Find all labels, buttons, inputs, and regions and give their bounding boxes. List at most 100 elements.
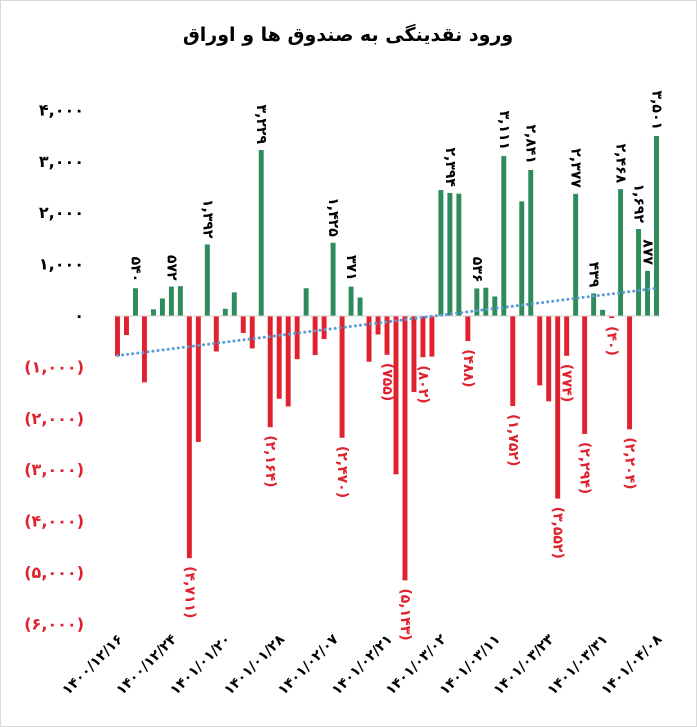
data-label: ۵۴۰ <box>127 257 143 283</box>
bar <box>168 286 174 316</box>
data-label: ۲,۳۹۴ <box>442 147 458 187</box>
data-label: (۵,۱۴۳) <box>397 588 413 640</box>
bar <box>348 286 354 316</box>
chart-title: ورود نقدینگی به صندوق ها و اوراق <box>183 23 513 46</box>
bar <box>483 287 489 316</box>
bar <box>627 316 633 430</box>
y-tick-label: (۶,۰۰۰) <box>24 614 84 633</box>
bar <box>204 244 210 316</box>
bar <box>124 316 129 336</box>
data-label: ۲,۴۶۸ <box>613 144 629 184</box>
bar <box>132 288 138 316</box>
bar <box>366 316 372 362</box>
bar <box>150 309 156 316</box>
bar <box>357 297 363 316</box>
bar <box>285 316 291 407</box>
y-tick-label: (۱,۰۰۰) <box>24 357 84 376</box>
data-label: (۲,۱۶۴) <box>262 435 278 487</box>
bar <box>276 316 282 399</box>
data-label: (۷۷۴) <box>559 364 575 402</box>
bar <box>159 298 165 316</box>
bar <box>249 316 255 349</box>
bar <box>609 316 615 319</box>
data-label: (۱,۷۵۲) <box>505 414 521 466</box>
y-tick-label: ۳,۰۰۰ <box>39 152 84 171</box>
bar <box>456 193 462 316</box>
bar <box>537 316 543 386</box>
data-label: (۲,۲۰۴) <box>622 437 638 489</box>
y-tick-label: ۲,۰۰۰ <box>39 203 84 222</box>
bar <box>115 316 120 357</box>
bar <box>618 189 624 316</box>
y-tick-label: ۱,۰۰۰ <box>39 255 84 274</box>
data-label: ۳,۱۱۱ <box>496 111 512 151</box>
data-label: ۱,۳۹۲ <box>199 199 215 239</box>
bar <box>321 316 327 340</box>
data-label: ۱,۴۲۵ <box>325 197 341 237</box>
bar <box>528 169 534 316</box>
bar <box>339 316 345 438</box>
bar <box>411 316 417 393</box>
bar <box>600 309 606 316</box>
bar-series <box>115 136 659 581</box>
bar <box>645 270 650 316</box>
bar <box>447 192 453 316</box>
data-label: (۷۵۵) <box>379 363 395 401</box>
data-label: (۴,۷۱۱) <box>181 566 197 618</box>
bar <box>402 316 408 581</box>
bar <box>429 316 435 357</box>
bar <box>510 316 516 407</box>
y-tick-label: ۰ <box>74 306 84 325</box>
y-axis-ticks: ۴,۰۰۰ ۳,۰۰۰ ۲,۰۰۰ ۱,۰۰۰ ۰ (۱,۰۰۰) (۲,۰۰۰) (۳,۰۰… <box>24 100 84 633</box>
bar <box>258 150 264 316</box>
data-label: ۸۷۷ <box>640 239 656 265</box>
bar <box>393 316 399 475</box>
data-label: ۲,۳۷۷ <box>568 148 584 188</box>
bar <box>375 316 381 335</box>
bar <box>195 316 201 442</box>
bar <box>213 316 219 352</box>
bar <box>519 201 525 316</box>
data-label: ۳۷۱ <box>343 255 359 281</box>
bar <box>294 316 300 360</box>
bar <box>573 193 579 316</box>
bar <box>564 316 570 356</box>
bar <box>474 288 480 316</box>
data-label: ۵۳۶ <box>469 257 485 283</box>
bar <box>231 292 237 316</box>
bar <box>546 316 552 402</box>
bar <box>555 316 561 499</box>
data-label: ۳,۵۰۱ <box>649 91 665 131</box>
bar <box>420 316 426 358</box>
bar <box>582 316 588 434</box>
data-labels: ۵۴۰ ۵۷۲ (۴,۷۱۱) ۱,۳۹۲ ۳,۲۲۹ (۲,۱۶۴) ۱,۴۲۵ (۲,۴۷… <box>127 91 664 641</box>
bar <box>141 316 147 383</box>
bar <box>186 316 192 559</box>
data-label: ۱,۶۹۲ <box>631 184 647 224</box>
data-label: ۴۳۹ <box>586 262 602 288</box>
bar <box>240 316 246 333</box>
data-label: ۵۷۲ <box>163 255 179 281</box>
bar <box>267 316 273 428</box>
bar <box>330 242 336 316</box>
data-label: (۲,۲۹۴) <box>577 442 593 494</box>
y-tick-label: (۲,۰۰۰) <box>24 409 84 428</box>
bar <box>501 156 507 316</box>
bar <box>438 190 444 316</box>
data-label: ۲,۸۴۱ <box>523 124 539 164</box>
bar <box>303 288 309 316</box>
data-label: (۳,۵۵۲) <box>550 507 566 559</box>
y-tick-label: (۵,۰۰۰) <box>24 563 84 582</box>
y-tick-label: (۴,۰۰۰) <box>24 512 84 531</box>
bar <box>636 229 642 316</box>
bar <box>384 316 390 355</box>
bar <box>222 308 228 316</box>
y-tick-label: (۳,۰۰۰) <box>24 460 84 479</box>
y-tick-label: ۴,۰۰۰ <box>39 100 84 119</box>
bar <box>177 286 183 316</box>
bar <box>591 293 597 316</box>
data-label: ۳,۲۲۹ <box>253 105 269 145</box>
